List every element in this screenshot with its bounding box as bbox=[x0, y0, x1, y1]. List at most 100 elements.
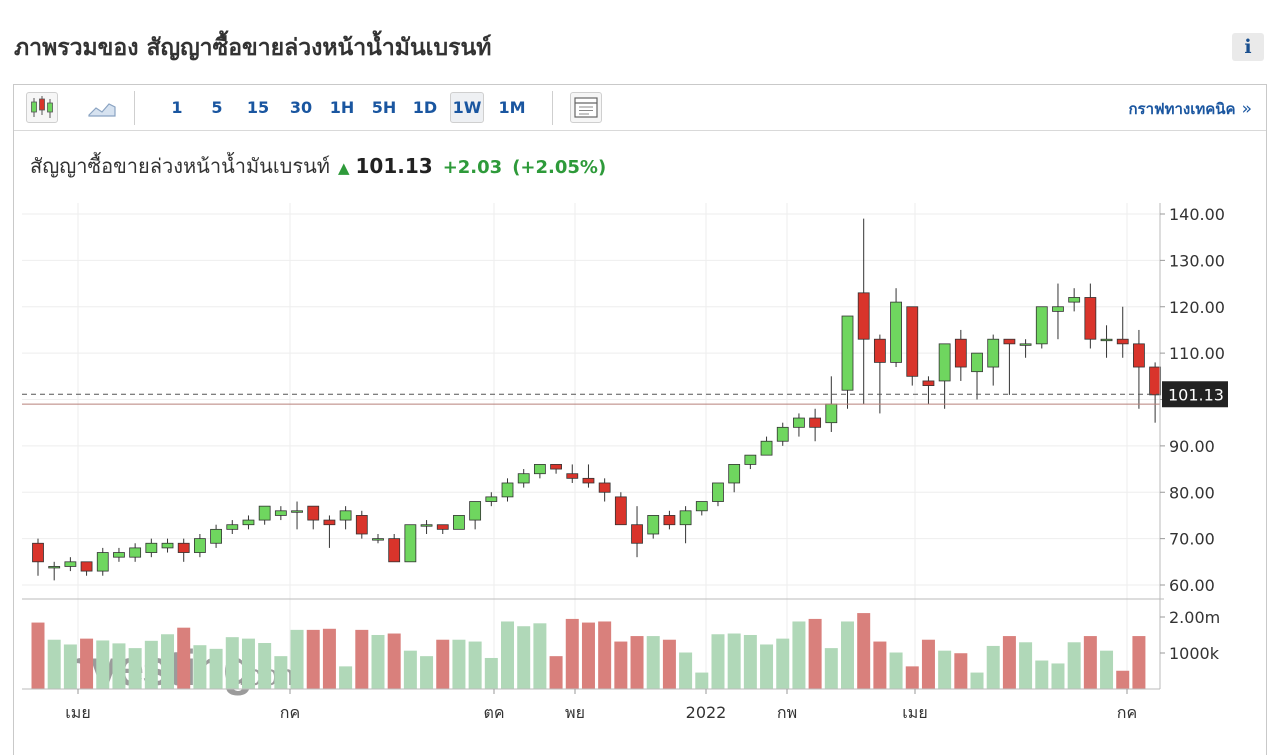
volume-bar bbox=[193, 645, 207, 689]
volume-bar bbox=[452, 639, 466, 689]
candle-body bbox=[922, 380, 935, 386]
chart-widget-frame bbox=[13, 84, 1267, 755]
volume-bar bbox=[1019, 642, 1033, 689]
volume-bar bbox=[792, 621, 806, 689]
candle-body bbox=[501, 482, 514, 498]
candle-body bbox=[744, 454, 757, 465]
timeframe-5h[interactable]: 5H bbox=[371, 98, 397, 117]
volume-bar bbox=[614, 641, 628, 689]
candle-body bbox=[631, 524, 643, 544]
volume-bar bbox=[468, 641, 482, 689]
candle-body bbox=[647, 515, 660, 535]
price-change: +2.03 bbox=[442, 157, 503, 178]
timeframe-1m[interactable]: 1M bbox=[498, 98, 526, 117]
volume-bar bbox=[679, 652, 693, 689]
candle-body bbox=[161, 542, 174, 549]
timeframe-15[interactable]: 15 bbox=[246, 98, 270, 117]
volume-bar bbox=[1116, 670, 1130, 689]
chart-axes: 140.00130.00120.00110.00100.0090.0080.00… bbox=[22, 203, 1228, 722]
timeframe-1d[interactable]: 1D bbox=[412, 98, 438, 117]
volume-bar bbox=[857, 613, 871, 689]
timeframe-1[interactable]: 1 bbox=[171, 98, 183, 117]
candle-body bbox=[1068, 297, 1081, 303]
volume-bar bbox=[177, 627, 191, 689]
volume-bar bbox=[921, 639, 935, 689]
price-tick-label: 90.00 bbox=[1169, 437, 1215, 456]
candle-body bbox=[712, 482, 724, 502]
volume-bar bbox=[209, 648, 223, 689]
price-tick-label: 120.00 bbox=[1169, 298, 1225, 317]
candle-body bbox=[809, 417, 822, 428]
candle-body bbox=[339, 510, 352, 521]
candle-body bbox=[242, 519, 255, 526]
candle-body bbox=[1084, 297, 1097, 340]
volume-bar bbox=[581, 622, 595, 689]
candle-body bbox=[1019, 343, 1032, 346]
candle-body bbox=[177, 542, 190, 553]
volume-bar bbox=[1051, 663, 1065, 689]
volume-bars bbox=[31, 613, 1146, 689]
volume-bar bbox=[938, 650, 952, 689]
volume-bar bbox=[339, 666, 353, 689]
volume-bar bbox=[889, 652, 903, 689]
volume-bar bbox=[808, 618, 822, 689]
volume-bar bbox=[144, 640, 158, 689]
indicator-panel-icon[interactable] bbox=[570, 92, 602, 123]
candle-body bbox=[728, 464, 741, 484]
info-button[interactable]: i bbox=[1232, 33, 1264, 61]
candle-body bbox=[760, 440, 773, 456]
volume-bar bbox=[31, 622, 45, 689]
price-tick-label: 80.00 bbox=[1169, 483, 1215, 502]
arrow-up-icon: ▲ bbox=[337, 159, 350, 177]
chart-grid bbox=[22, 203, 1160, 689]
quote-line: สัญญาซื้อขายล่วงหน้าน้ำมันเบรนท์ ▲ 101.13 +… bbox=[30, 150, 606, 182]
volume-bar bbox=[112, 643, 126, 689]
volume-bar bbox=[662, 639, 676, 689]
candle-body bbox=[614, 496, 627, 526]
candlestick-icon[interactable] bbox=[26, 92, 58, 123]
time-tick-label: เมย bbox=[902, 703, 927, 722]
candle-body bbox=[48, 566, 61, 569]
volume-bar bbox=[1083, 636, 1097, 689]
candle-body bbox=[323, 519, 336, 526]
volume-bar bbox=[776, 638, 790, 689]
volume-bar bbox=[743, 634, 757, 689]
price-tick-label: 70.00 bbox=[1169, 530, 1215, 549]
timeframe-1h[interactable]: 1H bbox=[329, 98, 355, 117]
volume-bar bbox=[1100, 650, 1114, 689]
volume-bar bbox=[1035, 660, 1049, 689]
candle-body bbox=[469, 501, 482, 521]
volume-bar bbox=[760, 644, 774, 689]
volume-bar bbox=[711, 634, 725, 689]
candle-body bbox=[193, 538, 206, 553]
candle-body bbox=[566, 473, 579, 479]
candle-body bbox=[679, 510, 692, 526]
volume-bar bbox=[258, 643, 272, 689]
time-tick-label: กพ bbox=[777, 703, 797, 722]
candle-body bbox=[695, 501, 708, 512]
area-chart-icon[interactable] bbox=[84, 92, 120, 123]
volume-bar bbox=[355, 629, 369, 689]
candle-body bbox=[80, 561, 93, 572]
volume-bar bbox=[598, 621, 612, 689]
candle-body bbox=[906, 306, 919, 377]
time-tick-label: ตค bbox=[483, 703, 504, 722]
price-tick-label: 60.00 bbox=[1169, 576, 1215, 595]
price-tick-label: 140.00 bbox=[1169, 205, 1225, 224]
timeframe-30[interactable]: 30 bbox=[289, 98, 313, 117]
technical-chart-link[interactable]: กราฟทางเทคนิค » bbox=[1128, 97, 1252, 121]
timeframe-5[interactable]: 5 bbox=[211, 98, 223, 117]
volume-bar bbox=[387, 633, 401, 689]
candle-body bbox=[954, 338, 967, 368]
timeframe-1w[interactable]: 1W bbox=[450, 92, 484, 123]
volume-bar bbox=[646, 636, 660, 689]
candle-body bbox=[32, 542, 44, 563]
price-change-percent: (+2.05%) bbox=[512, 157, 607, 178]
volume-bar bbox=[96, 640, 110, 689]
volume-bar bbox=[322, 628, 336, 689]
candle-body bbox=[793, 417, 805, 428]
volume-tick-label: 2.00m bbox=[1169, 608, 1220, 627]
volume-bar bbox=[1132, 636, 1146, 689]
candle-body bbox=[145, 542, 158, 553]
